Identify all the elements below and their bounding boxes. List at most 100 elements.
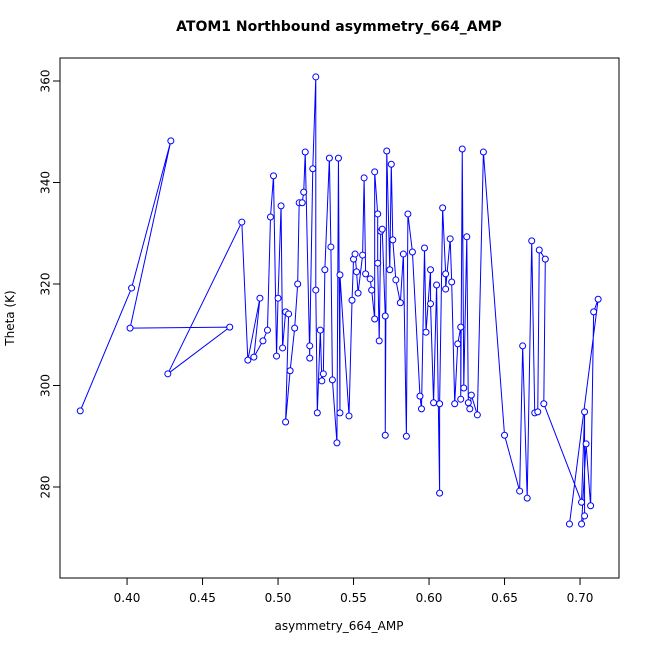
data-point [378,225,386,233]
data-point [126,324,134,332]
data-point [541,255,549,263]
data-point [430,399,438,407]
data-point [375,337,383,345]
data-point [416,392,424,400]
data-point [467,391,475,399]
data-point [460,384,468,392]
data-point [439,204,447,212]
data-point [321,266,329,274]
data-point [590,308,598,316]
x-tick-label: 0.45 [189,591,216,605]
data-point [396,299,404,307]
x-tick-label: 0.40 [114,591,141,605]
data-point [578,520,586,528]
data-point [387,160,395,168]
data-point [371,315,379,323]
data-point [427,300,435,308]
data-point [582,440,590,448]
x-tick-label: 0.50 [265,591,292,605]
data-line [79,76,599,525]
data-point [316,326,324,334]
data-point [436,489,444,497]
x-tick-label: 0.65 [491,591,518,605]
data-point [306,354,314,362]
data-point [279,344,287,352]
data-point [421,244,429,252]
data-point [436,400,444,408]
data-point [327,243,335,251]
data-point [354,289,362,297]
data-point [226,323,234,331]
data-point [336,409,344,417]
data-point [244,356,252,364]
data-point [250,353,258,361]
data-point [457,323,465,331]
y-axis-label: Theta (K) [3,290,17,346]
data-point [286,367,294,375]
data-point [594,295,602,303]
data-point [408,248,416,256]
data-point [345,412,353,420]
data-point [565,520,573,528]
data-point [578,498,586,506]
data-point [325,154,333,162]
data-point [516,487,524,495]
data-point [318,377,326,385]
data-point [466,405,474,413]
data-point [368,286,376,294]
data-point [300,188,308,196]
data-point [360,174,368,182]
data-point [463,233,471,241]
data-point [333,439,341,447]
data-point [362,270,370,278]
data-point [328,376,336,384]
data-point [348,296,356,304]
y-tick-label: 280 [39,476,53,499]
y-tick-label: 340 [39,171,53,194]
data-point [259,337,267,345]
data-point [402,432,410,440]
x-tick-label: 0.55 [340,591,367,605]
data-point [427,266,435,274]
data-point [334,154,342,162]
data-point [270,172,278,180]
data-point [301,148,309,156]
data-point [473,411,481,419]
x-axis-label: asymmetry_664_AMP [275,619,404,633]
data-point [374,259,382,267]
data-point [417,405,425,413]
chart-title: ATOM1 Northbound asymmetry_664_AMP [176,19,502,35]
data-point [433,281,441,289]
plot-frame [59,57,620,579]
data-point [523,494,531,502]
data-point [519,342,527,350]
data-point [587,502,595,510]
data-point [479,148,487,156]
data-point [399,250,407,258]
data-point [535,246,543,254]
data-point [128,284,136,292]
data-point [273,352,281,360]
data-point [383,147,391,155]
data-point [392,276,400,284]
data-point [528,237,536,245]
data-point [274,294,282,302]
data-point [389,236,397,244]
data-point [256,294,264,302]
data-point [291,324,299,332]
data-point [294,280,302,288]
data-point [442,285,450,293]
data-point [442,270,450,278]
y-tick-label: 320 [39,273,53,296]
data-point [381,431,389,439]
data-point [534,408,542,416]
data-point [319,370,327,378]
data-point [451,400,459,408]
data-point [374,210,382,218]
x-tick-label: 0.60 [416,591,443,605]
data-point [277,202,285,210]
data-point [458,145,466,153]
data-point [306,342,314,350]
data-point [313,409,321,417]
